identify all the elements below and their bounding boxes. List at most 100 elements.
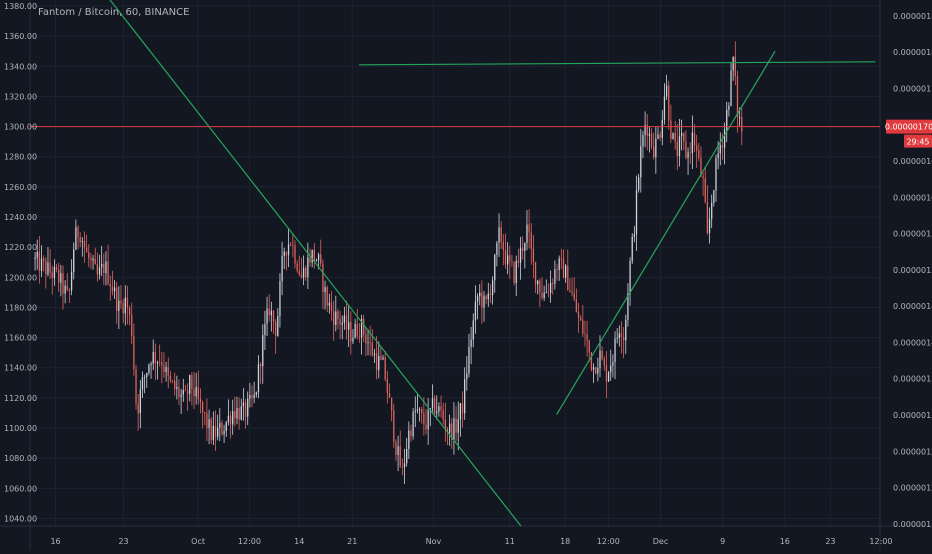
- candle-body[interactable]: [635, 189, 638, 235]
- candle-body[interactable]: [208, 419, 210, 429]
- candle-body[interactable]: [60, 273, 62, 283]
- candle-body[interactable]: [313, 249, 315, 261]
- candle-body[interactable]: [227, 415, 230, 423]
- candle-body[interactable]: [360, 318, 363, 338]
- candle-body[interactable]: [378, 356, 380, 371]
- candle-body[interactable]: [169, 375, 172, 381]
- candle-body[interactable]: [53, 266, 56, 278]
- candle-body[interactable]: [244, 402, 247, 417]
- candle-body[interactable]: [648, 133, 651, 136]
- candle-body[interactable]: [171, 380, 174, 382]
- candle-body[interactable]: [584, 333, 586, 335]
- candle-body[interactable]: [498, 227, 500, 243]
- candle-body[interactable]: [68, 289, 71, 291]
- candle-body[interactable]: [388, 393, 391, 398]
- candle-body[interactable]: [345, 315, 348, 330]
- candle-body[interactable]: [736, 76, 739, 118]
- candle-body[interactable]: [614, 338, 616, 363]
- candle-body[interactable]: [139, 389, 141, 414]
- candle-body[interactable]: [236, 408, 238, 419]
- candle-body[interactable]: [678, 136, 681, 156]
- candle-body[interactable]: [270, 310, 272, 316]
- candle-body[interactable]: [294, 245, 296, 264]
- candle-body[interactable]: [92, 258, 94, 261]
- candle-body[interactable]: [500, 227, 502, 242]
- candle-body[interactable]: [476, 296, 479, 302]
- candle-body[interactable]: [466, 373, 468, 380]
- candle-body[interactable]: [461, 403, 464, 414]
- candle-body[interactable]: [659, 134, 661, 138]
- candle-body[interactable]: [399, 446, 401, 467]
- candle-body[interactable]: [676, 142, 678, 156]
- candle-body[interactable]: [382, 357, 384, 360]
- candle-body[interactable]: [558, 258, 560, 271]
- candle-body[interactable]: [730, 70, 732, 106]
- candle-body[interactable]: [257, 364, 260, 393]
- candle-body[interactable]: [287, 244, 290, 256]
- candle-body[interactable]: [221, 423, 223, 435]
- candle-body[interactable]: [616, 337, 618, 339]
- candle-body[interactable]: [90, 258, 92, 261]
- candle-body[interactable]: [483, 295, 485, 308]
- candle-body[interactable]: [229, 415, 232, 425]
- candle-body[interactable]: [305, 267, 307, 278]
- candle-body[interactable]: [665, 85, 668, 97]
- candle-body[interactable]: [554, 269, 556, 284]
- candle-body[interactable]: [49, 262, 51, 273]
- candle-body[interactable]: [685, 141, 687, 158]
- candle-body[interactable]: [122, 303, 124, 314]
- candle-body[interactable]: [715, 158, 717, 191]
- candle-body[interactable]: [534, 261, 537, 285]
- candle-body[interactable]: [206, 413, 208, 429]
- candle-body[interactable]: [375, 353, 378, 371]
- candle-body[interactable]: [64, 285, 66, 294]
- candle-body[interactable]: [105, 261, 107, 274]
- candle-body[interactable]: [564, 265, 567, 278]
- candle-body[interactable]: [352, 337, 354, 342]
- candle-body[interactable]: [741, 116, 743, 132]
- candle-body[interactable]: [562, 258, 565, 278]
- candle-body[interactable]: [728, 105, 730, 110]
- candle-body[interactable]: [281, 256, 283, 282]
- candle-body[interactable]: [481, 292, 483, 308]
- candle-body[interactable]: [655, 138, 657, 158]
- candle-body[interactable]: [631, 236, 633, 261]
- candle-body[interactable]: [292, 244, 294, 246]
- candle-body[interactable]: [734, 56, 736, 77]
- candle-body[interactable]: [502, 241, 504, 251]
- candle-body[interactable]: [700, 157, 702, 177]
- candle-body[interactable]: [247, 398, 249, 417]
- left-price-axis[interactable]: 1040.00 1060.00 1080.00 1100.00 1120.00 1140.…: [4, 2, 37, 523]
- candle-body[interactable]: [672, 132, 674, 139]
- candle-body[interactable]: [386, 379, 388, 394]
- candle-body[interactable]: [371, 342, 373, 356]
- candle-body[interactable]: [444, 419, 446, 429]
- candle-body[interactable]: [515, 260, 517, 284]
- candle-body[interactable]: [363, 318, 365, 335]
- candle-body[interactable]: [350, 322, 352, 342]
- candle-body[interactable]: [219, 423, 221, 428]
- candle-body[interactable]: [79, 237, 81, 243]
- candle-body[interactable]: [603, 359, 605, 366]
- candle-body[interactable]: [225, 422, 227, 432]
- candle-body[interactable]: [646, 124, 648, 136]
- candle-body[interactable]: [519, 247, 522, 263]
- candle-body[interactable]: [238, 408, 240, 420]
- trendline[interactable]: [108, 0, 522, 527]
- candle-body[interactable]: [141, 377, 144, 390]
- candle-body[interactable]: [627, 293, 629, 320]
- candle-body[interactable]: [73, 249, 75, 272]
- candle-body[interactable]: [249, 394, 251, 399]
- candle-body[interactable]: [302, 267, 305, 278]
- candle-body[interactable]: [573, 293, 575, 300]
- candle-body[interactable]: [34, 257, 36, 260]
- candle-body[interactable]: [633, 234, 636, 237]
- candle-body[interactable]: [51, 272, 53, 278]
- candle-body[interactable]: [577, 312, 580, 318]
- candle-body[interactable]: [277, 316, 279, 336]
- candle-body[interactable]: [199, 399, 202, 403]
- candle-body[interactable]: [126, 297, 129, 308]
- candle-body[interactable]: [58, 269, 60, 283]
- candle-body[interactable]: [384, 357, 386, 380]
